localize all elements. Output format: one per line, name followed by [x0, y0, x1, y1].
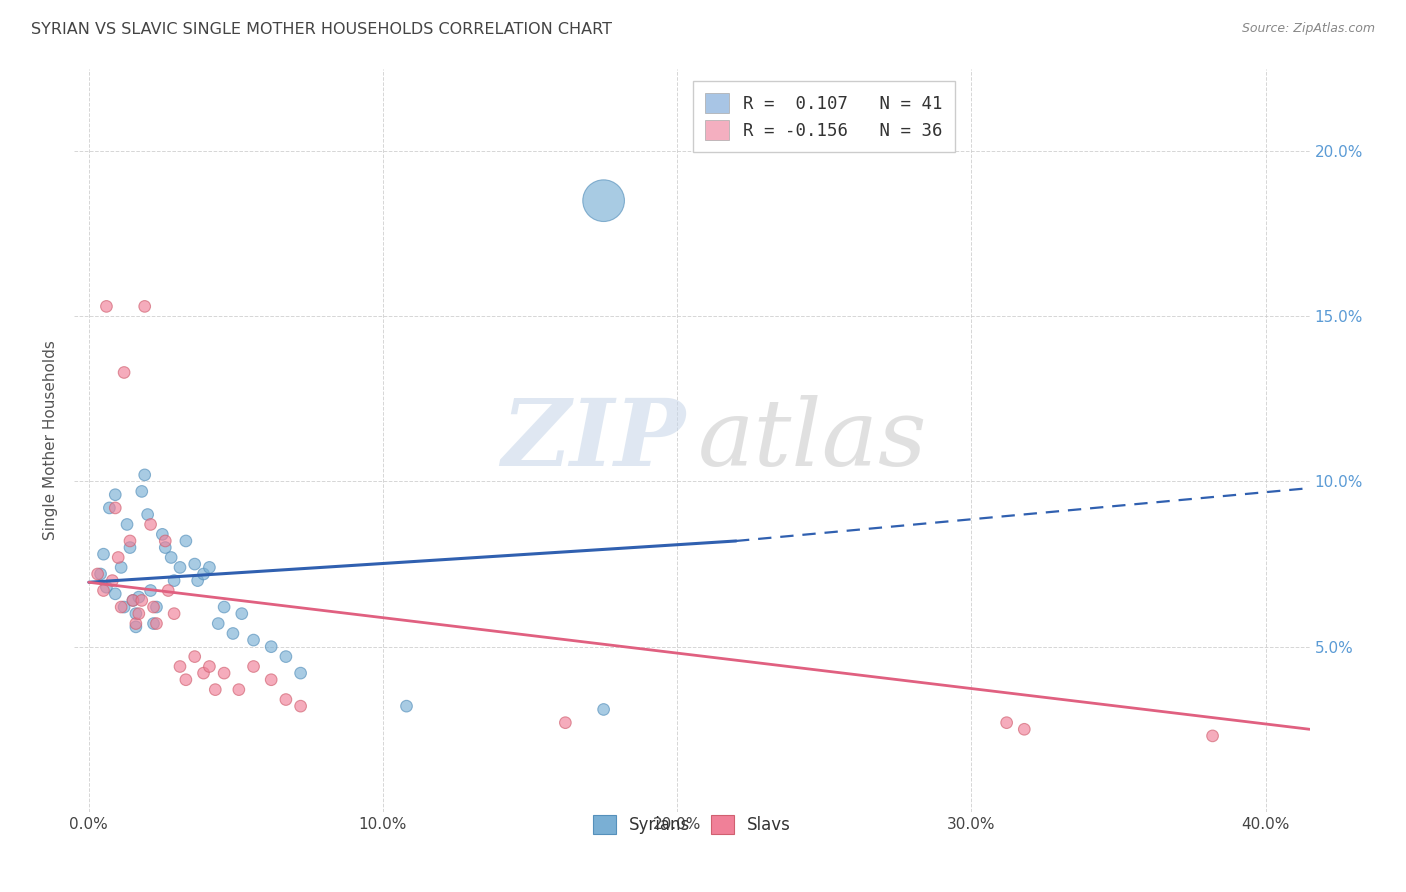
Point [86, 567, 108, 582]
Point [183, 557, 205, 571]
Point [155, 541, 177, 555]
Point [110, 600, 132, 615]
Point [118, 541, 141, 555]
Point [160, 550, 183, 565]
Point [101, 574, 124, 588]
Point [96, 299, 118, 313]
Point [122, 593, 145, 607]
Point [122, 593, 145, 607]
Point [592, 194, 614, 208]
Point [125, 616, 148, 631]
Point [163, 574, 186, 588]
Point [1201, 729, 1223, 743]
Point [139, 517, 162, 532]
Point [207, 616, 229, 631]
Point [128, 590, 150, 604]
Point [228, 682, 250, 697]
Point [96, 580, 118, 594]
Point [183, 649, 205, 664]
Point [150, 527, 173, 541]
Point [193, 666, 215, 681]
Point [125, 620, 148, 634]
Point [142, 616, 165, 631]
Point [104, 500, 127, 515]
Point [93, 583, 115, 598]
Point [115, 517, 138, 532]
Point [204, 682, 226, 697]
Point [155, 533, 177, 548]
Point [995, 715, 1018, 730]
Point [169, 560, 191, 574]
Point [274, 692, 297, 706]
Point [128, 607, 150, 621]
Point [112, 366, 135, 380]
Point [198, 560, 221, 574]
Point [554, 715, 576, 730]
Point [110, 560, 132, 574]
Point [242, 633, 264, 648]
Point [104, 488, 127, 502]
Point [274, 649, 297, 664]
Legend: Syrians, Slavs: Syrians, Slavs [582, 805, 801, 845]
Point [222, 626, 245, 640]
Point [134, 299, 156, 313]
Point [93, 547, 115, 561]
Y-axis label: Single Mother Households: Single Mother Households [44, 340, 58, 541]
Point [142, 600, 165, 615]
Point [290, 666, 312, 681]
Point [1014, 723, 1036, 737]
Point [198, 659, 221, 673]
Point [592, 702, 614, 716]
Point [169, 659, 191, 673]
Point [131, 593, 153, 607]
Point [145, 616, 167, 631]
Point [134, 467, 156, 482]
Point [163, 607, 186, 621]
Point [139, 583, 162, 598]
Point [260, 640, 283, 654]
Point [231, 607, 253, 621]
Point [131, 484, 153, 499]
Point [174, 673, 197, 687]
Point [260, 673, 283, 687]
Point [290, 699, 312, 714]
Text: SYRIAN VS SLAVIC SINGLE MOTHER HOUSEHOLDS CORRELATION CHART: SYRIAN VS SLAVIC SINGLE MOTHER HOUSEHOLD… [31, 22, 612, 37]
Point [107, 550, 129, 565]
Point [90, 567, 112, 582]
Point [242, 659, 264, 673]
Point [187, 574, 209, 588]
Text: ZIP: ZIP [502, 395, 686, 485]
Point [395, 699, 418, 714]
Point [104, 587, 127, 601]
Point [157, 583, 180, 598]
Text: atlas: atlas [697, 395, 928, 485]
Point [145, 600, 167, 615]
Point [118, 533, 141, 548]
Point [112, 600, 135, 615]
Point [212, 666, 235, 681]
Point [212, 600, 235, 615]
Point [174, 533, 197, 548]
Text: Source: ZipAtlas.com: Source: ZipAtlas.com [1241, 22, 1375, 36]
Point [98, 500, 121, 515]
Point [193, 567, 215, 582]
Point [125, 607, 148, 621]
Point [136, 508, 159, 522]
